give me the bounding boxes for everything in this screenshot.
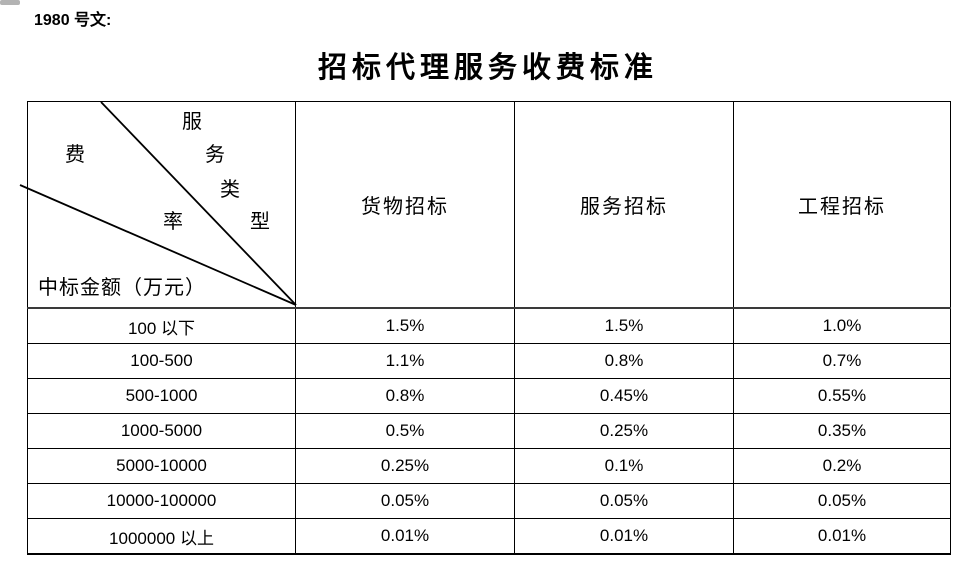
rate-cell: 0.35% bbox=[733, 413, 951, 449]
corner-service-type-char: 类 bbox=[220, 179, 240, 201]
table-row: 5000-10000 0.25% 0.1% 0.2% bbox=[27, 448, 951, 484]
table-row: 1000-5000 0.5% 0.25% 0.35% bbox=[27, 413, 951, 449]
scan-artifact bbox=[0, 0, 20, 5]
doc-ref-label: 1980 号文: bbox=[34, 12, 112, 29]
rate-cell: 0.25% bbox=[295, 448, 515, 484]
column-header-goods-bidding: 货物招标 bbox=[295, 101, 515, 309]
rate-cell: 0.7% bbox=[733, 343, 951, 379]
corner-amount-label: 中标金额（万元） bbox=[38, 277, 206, 299]
rate-cell: 0.8% bbox=[514, 343, 734, 379]
corner-service-type-char: 型 bbox=[250, 211, 270, 233]
column-header-works-bidding: 工程招标 bbox=[733, 101, 951, 309]
corner-fee-rate-char: 费 bbox=[65, 144, 85, 166]
table-row: 100-500 1.1% 0.8% 0.7% bbox=[27, 343, 951, 379]
header-row: 服 务 类 型 费 率 中标金额（万元） 货物招标 服务招标 工程招标 bbox=[19, 101, 951, 309]
table-row: 100 以下 1.5% 1.5% 1.0% bbox=[27, 307, 951, 344]
rate-cell: 0.2% bbox=[733, 448, 951, 484]
rate-cell: 0.45% bbox=[514, 378, 734, 414]
rate-cell: 0.1% bbox=[514, 448, 734, 484]
amount-range-cell: 5000-10000 bbox=[27, 448, 296, 484]
amount-range-cell: 100 以下 bbox=[27, 307, 296, 344]
rate-cell: 1.5% bbox=[295, 307, 515, 344]
corner-service-type-char: 服 bbox=[182, 111, 202, 133]
rate-cell: 1.0% bbox=[733, 307, 951, 344]
amount-range-cell: 1000-5000 bbox=[27, 413, 296, 449]
rate-cell: 0.8% bbox=[295, 378, 515, 414]
amount-range-cell: 10000-100000 bbox=[27, 483, 296, 519]
rate-cell: 0.01% bbox=[733, 518, 951, 555]
corner-service-type-char: 务 bbox=[205, 144, 225, 166]
rate-cell: 0.55% bbox=[733, 378, 951, 414]
rate-cell: 0.25% bbox=[514, 413, 734, 449]
column-header-services-bidding: 服务招标 bbox=[514, 101, 734, 309]
amount-range-cell: 500-1000 bbox=[27, 378, 296, 414]
table-row: 10000-100000 0.05% 0.05% 0.05% bbox=[27, 483, 951, 519]
page-title: 招标代理服务收费标准 bbox=[317, 52, 658, 84]
rate-cell: 0.01% bbox=[514, 518, 734, 555]
rate-cell: 1.5% bbox=[514, 307, 734, 344]
rate-cell: 1.1% bbox=[295, 343, 515, 379]
rate-cell: 0.5% bbox=[295, 413, 515, 449]
table-corner-cell: 服 务 类 型 费 率 中标金额（万元） bbox=[19, 101, 297, 309]
rate-cell: 0.05% bbox=[733, 483, 951, 519]
rate-cell: 0.01% bbox=[295, 518, 515, 555]
fee-standard-table: 服 务 类 型 费 率 中标金额（万元） 货物招标 服务招标 工程招标 100 … bbox=[19, 101, 951, 555]
rate-cell: 0.05% bbox=[295, 483, 515, 519]
amount-range-cell: 1000000 以上 bbox=[27, 518, 296, 555]
rate-cell: 0.05% bbox=[514, 483, 734, 519]
table-row: 500-1000 0.8% 0.45% 0.55% bbox=[27, 378, 951, 414]
amount-range-cell: 100-500 bbox=[27, 343, 296, 379]
table-row: 1000000 以上 0.01% 0.01% 0.01% bbox=[27, 518, 951, 555]
diagonal-divider-lines bbox=[19, 101, 297, 306]
corner-fee-rate-char: 率 bbox=[163, 211, 183, 233]
